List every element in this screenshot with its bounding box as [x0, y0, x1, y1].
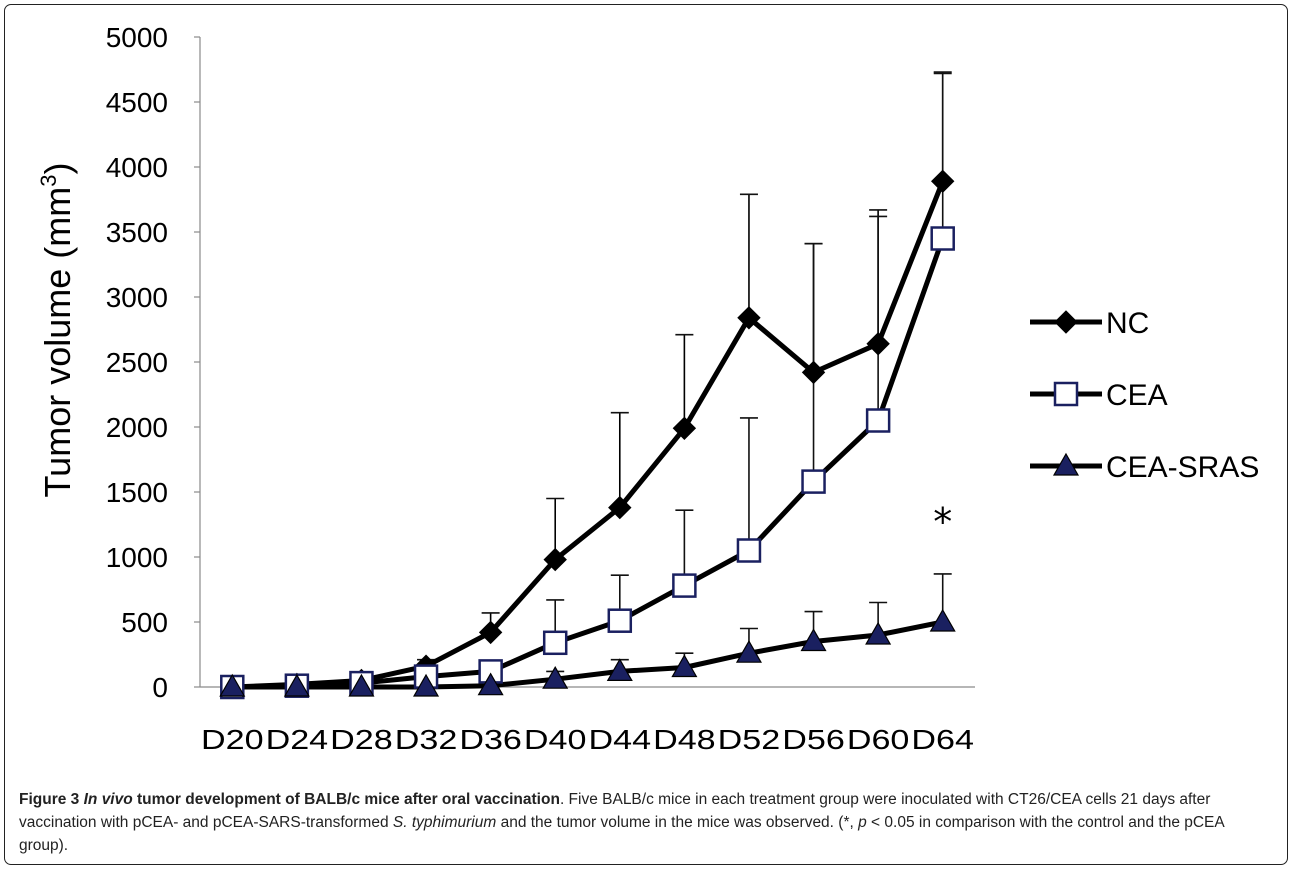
marker-cea-sras	[348, 673, 375, 697]
caption-text-3: < 0.05 in comparison with the control an…	[19, 814, 1224, 854]
legend-marker	[1053, 381, 1079, 407]
marker-cea-sras	[606, 658, 633, 682]
marker-cea-sras	[219, 673, 246, 697]
x-tick-label: D40	[524, 724, 587, 755]
caption-text-2: and the tumor volume in the mice was obs…	[496, 814, 859, 831]
caption-text-1: . Five BALB/c mice in each treatment gro…	[19, 791, 1211, 831]
marker-cea-sras	[671, 654, 698, 678]
marker-cea-sras	[929, 608, 956, 632]
x-tick-label: D32	[395, 724, 458, 755]
y-tick-label: 3500	[106, 217, 168, 248]
x-tick-labels: D20 D24 D28 D32 D36 D40 D44 D48 D52 D56 D60 D64	[201, 724, 974, 755]
legend-label: NC	[1106, 307, 1149, 340]
legend-marker	[1052, 452, 1080, 476]
legend: NC CEA CEA-SRAS	[1030, 307, 1259, 484]
marker-cea	[801, 469, 826, 494]
marker-nc	[801, 360, 826, 385]
figure-caption: Figure 3 In vivo tumor development of BA…	[19, 788, 1277, 857]
y-tick-label: 1000	[106, 542, 168, 573]
marker-nc	[737, 306, 761, 330]
marker-cea	[930, 226, 955, 251]
caption-species: S. typhimurium	[392, 814, 497, 831]
x-tick-label: D48	[653, 724, 716, 755]
marker-nc	[543, 547, 567, 572]
caption-title: tumor development of BALB/c mice after o…	[132, 791, 560, 808]
error-bars	[287, 71, 952, 686]
y-tick-label: 4000	[106, 152, 168, 183]
caption-title-italic: In vivo	[83, 791, 133, 808]
series-line-nc	[232, 180, 946, 690]
marker-cea-sras	[735, 639, 762, 663]
x-tick-label: D44	[589, 724, 652, 755]
x-tick-label: D24	[266, 724, 329, 755]
legend-label: CEA	[1106, 379, 1168, 412]
x-tick-label: D36	[459, 724, 522, 755]
x-tick-label: D60	[847, 724, 910, 755]
x-tick-label: D56	[782, 724, 845, 755]
marker-cea	[607, 608, 633, 633]
legend-marker	[1054, 310, 1078, 334]
marker-cea-sras	[477, 672, 504, 696]
series-markers	[219, 169, 956, 700]
marker-nc	[608, 495, 632, 520]
legend-label: CEA-SRAS	[1106, 451, 1259, 484]
x-tick-label: D52	[718, 724, 781, 755]
marker-nc	[672, 416, 697, 441]
figure-frame	[4, 4, 1288, 865]
y-tick-label: 4500	[106, 87, 168, 118]
marker-cea-sras	[413, 673, 440, 697]
marker-cea-sras	[542, 665, 569, 689]
x-tick-label: D28	[330, 724, 393, 755]
caption-p-symbol: p	[858, 814, 867, 831]
series-line-cea	[232, 237, 946, 690]
marker-cea	[736, 538, 762, 563]
marker-cea-sras	[865, 621, 892, 645]
series-lines	[232, 180, 946, 690]
marker-nc	[866, 332, 890, 356]
marker-nc	[931, 169, 955, 194]
x-tick-label: D64	[911, 724, 974, 755]
y-tick-label: 2000	[106, 412, 168, 443]
line-chart: 0 500 1000 1500 2000 2500 3000 3500 4000 4500 5000…	[36, 22, 1259, 755]
y-tick-label: 1500	[106, 477, 168, 508]
significance-asterisk: *	[933, 500, 952, 544]
caption-figure-label: Figure 3	[19, 791, 80, 808]
marker-cea-sras	[800, 628, 827, 652]
marker-cea	[542, 630, 568, 656]
chart-axes	[194, 36, 975, 688]
marker-cea	[865, 408, 891, 433]
y-tick-label: 5000	[106, 22, 168, 53]
y-tick-label: 500	[121, 607, 168, 638]
marker-nc	[478, 620, 503, 645]
y-axis-label: Tumor volume (mm3)	[36, 163, 78, 498]
marker-cea-sras	[283, 673, 310, 697]
x-tick-label: D20	[201, 724, 264, 755]
annotations: *	[933, 500, 952, 544]
y-tick-label: 3000	[106, 282, 168, 313]
y-tick-labels: 0 500 1000 1500 2000 2500 3000 3500 4000 4500 5000	[106, 22, 168, 703]
y-tick-label: 2500	[106, 347, 168, 378]
marker-cea	[672, 573, 697, 598]
y-tick-label: 0	[152, 672, 168, 703]
